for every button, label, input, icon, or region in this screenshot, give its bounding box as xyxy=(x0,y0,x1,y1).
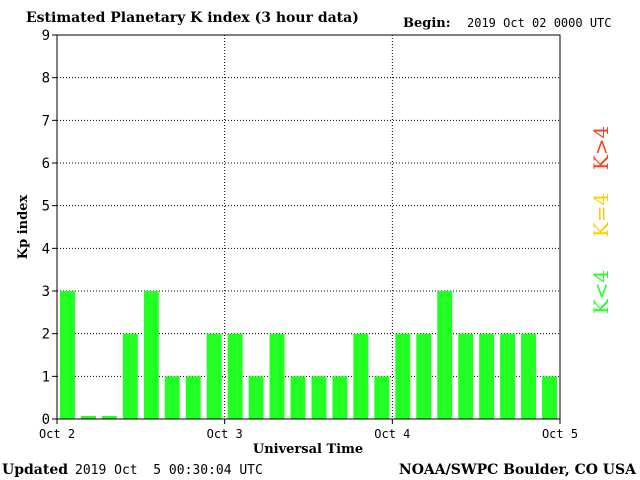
kp-bar xyxy=(521,333,537,419)
y-tick-label: 6 xyxy=(42,156,50,172)
kp-bar xyxy=(248,376,264,419)
kp-bar xyxy=(395,333,411,419)
kp-bar xyxy=(332,376,348,419)
kp-bar xyxy=(185,376,201,419)
y-tick-label: 8 xyxy=(42,71,50,87)
legend-k-gt-4: K>4 xyxy=(589,126,613,170)
kp-bar xyxy=(542,376,557,419)
x-axis-label: Universal Time xyxy=(253,442,363,457)
y-tick-label: 0 xyxy=(42,412,50,428)
kp-bar xyxy=(60,291,75,419)
x-tick-label: Oct 2 xyxy=(39,427,75,441)
source-credit: NOAA/SWPC Boulder, CO USA xyxy=(399,462,637,478)
kp-bar xyxy=(164,376,180,419)
y-axis-label: Kp index xyxy=(16,195,31,260)
plot-frame xyxy=(56,34,561,420)
y-tick-label: 5 xyxy=(42,199,50,215)
kp-bar xyxy=(80,416,96,419)
y-tick-label: 1 xyxy=(42,369,50,385)
kp-bar xyxy=(143,291,159,419)
y-tick-label: 2 xyxy=(42,327,50,343)
kp-bar xyxy=(500,333,516,419)
kp-bar xyxy=(227,333,243,419)
updated-label: Updated xyxy=(2,462,68,478)
kp-bar xyxy=(269,333,285,419)
kp-bar xyxy=(437,291,453,419)
begin-value: 2019 Oct 02 0000 UTC xyxy=(467,16,612,30)
legend-k-lt-4: K<4 xyxy=(589,270,613,314)
kp-bar xyxy=(311,376,327,419)
kp-bar xyxy=(122,333,138,419)
plot-area: 0 1 2 3 4 5 6 7 8 9 Oct 2 Oct 3 Oct 4 Oct 5 xyxy=(39,28,578,441)
x-tick-label: Oct 3 xyxy=(207,427,243,441)
x-tick-label: Oct 5 xyxy=(542,427,578,441)
kp-bar xyxy=(416,333,432,419)
kp-bar xyxy=(479,333,495,419)
kp-bar xyxy=(206,333,222,419)
kp-bar xyxy=(458,333,474,419)
updated-value: 2019 Oct 5 00:30:04 UTC xyxy=(75,463,263,478)
kp-bar xyxy=(353,333,369,419)
x-tick-label: Oct 4 xyxy=(374,427,410,441)
y-tick-label: 4 xyxy=(42,241,50,257)
kp-bar xyxy=(374,376,390,419)
begin-label: Begin: xyxy=(403,16,451,31)
kp-bar xyxy=(290,376,306,419)
legend-k-eq-4: K=4 xyxy=(589,193,613,237)
y-tick-label: 9 xyxy=(42,28,50,44)
chart-title: Estimated Planetary K index (3 hour data… xyxy=(26,10,359,26)
kp-bar xyxy=(101,416,117,419)
y-tick-label: 3 xyxy=(42,284,50,300)
y-tick-label: 7 xyxy=(42,113,50,129)
